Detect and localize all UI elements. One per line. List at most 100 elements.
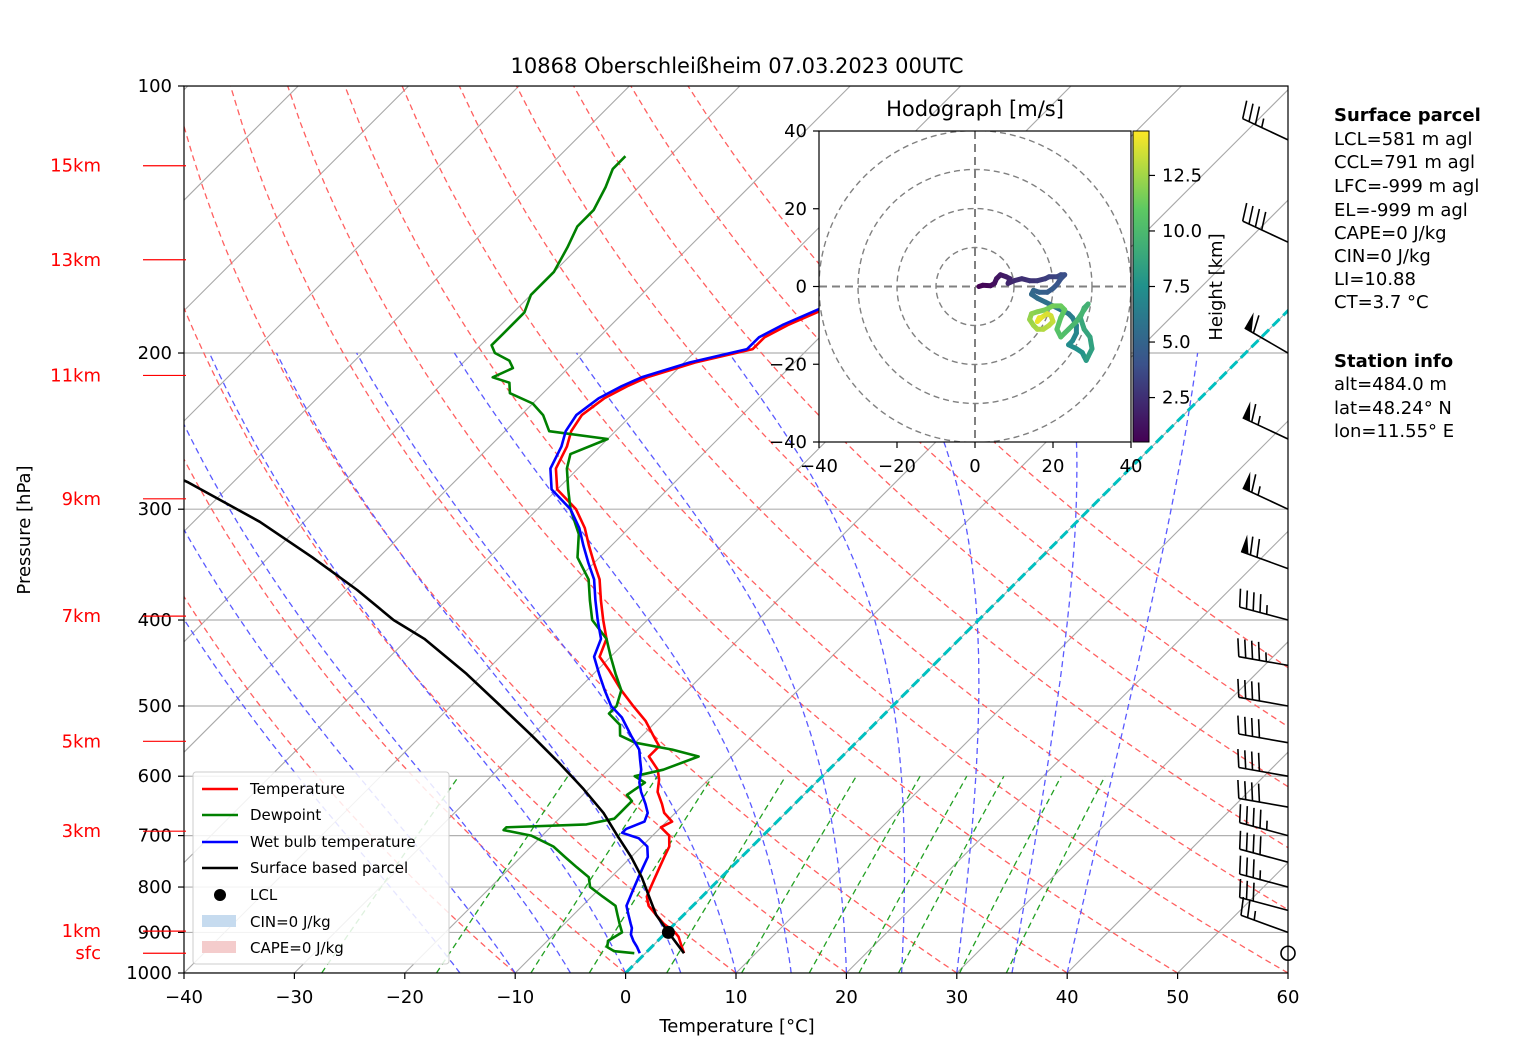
barb-full: [1238, 588, 1242, 608]
hodograph-x-tick-label: 40: [1120, 456, 1143, 477]
barb-full: [1244, 750, 1247, 769]
moist-adiabat-40: [1066, 352, 1199, 973]
barb-staff: [1242, 417, 1289, 440]
x-tick-label: 20: [835, 987, 858, 1008]
barb-full: [1257, 752, 1261, 772]
barb-full: [1237, 715, 1240, 735]
y-axis-label: Pressure [hPa]: [14, 465, 35, 594]
hodograph-x-tick-label: 0: [969, 456, 980, 477]
x-tick-label: −10: [496, 987, 534, 1008]
legend-swatch-cape: [202, 941, 236, 953]
barb-half: [1257, 486, 1261, 496]
legend-label-cape: CAPE=0 J/kg: [250, 939, 344, 957]
barb-full: [1254, 106, 1261, 125]
barb-staff: [1242, 487, 1289, 510]
y-tick-label: 500: [138, 696, 172, 717]
surface-parcel-title: Surface parcel: [1334, 105, 1481, 126]
mixing-ratio-1: [435, 775, 569, 973]
wind-barb: [1238, 804, 1289, 837]
colorbar-tick-label: 12.5: [1162, 165, 1202, 186]
x-tick-label: 50: [1166, 987, 1189, 1008]
x-tick-label: 40: [1056, 987, 1079, 1008]
x-axis-label: Temperature [°C]: [658, 1016, 814, 1037]
isotherm--70: [184, 86, 741, 643]
barb-flag: [1241, 534, 1249, 555]
barb-full: [1237, 749, 1240, 768]
lcl-point: [661, 925, 675, 939]
barb-full: [1250, 782, 1254, 801]
surface-based-parcelline: [184, 478, 686, 954]
surface-parcel-lcl: LCL=581 m agl: [1334, 129, 1473, 150]
barb-full: [1250, 474, 1257, 493]
isotherm--100: [184, 86, 409, 312]
barb-full: [1256, 538, 1261, 558]
barb-staff: [1242, 220, 1289, 243]
wind-barb: [1242, 401, 1289, 440]
barb-full: [1252, 592, 1255, 611]
y-tick-label: 1000: [126, 963, 172, 984]
wind-barb: [1242, 471, 1289, 510]
colorbar-tick-label: 2.5: [1162, 388, 1191, 409]
moist-adiabat-15: [453, 352, 792, 973]
barb-staff: [1239, 821, 1289, 837]
barb-staff: [1238, 696, 1289, 707]
station-alt: alt=484.0 m: [1334, 374, 1447, 395]
barb-full: [1250, 717, 1254, 737]
barb-full: [1252, 315, 1260, 334]
wind-barb: [1244, 312, 1289, 354]
dry-adiabat-0: [184, 457, 627, 973]
height-label: 9km: [62, 489, 101, 510]
barb-full: [1245, 880, 1249, 900]
colorbar-ticks: 2.5 5.0 7.5 10.0 12.5: [1149, 165, 1202, 409]
barb-full: [1244, 639, 1247, 658]
barb-full: [1245, 806, 1249, 825]
hodograph-y-tick-label: 0: [796, 277, 807, 298]
barb-half: [1253, 910, 1257, 921]
legend-label-lcl: LCL: [250, 886, 278, 904]
x-tick-label: 10: [725, 987, 748, 1008]
wind-barb: [1237, 638, 1289, 667]
barb-half: [1260, 118, 1265, 128]
x-tick-label: 60: [1277, 987, 1300, 1008]
mixing-ratio-8: [741, 775, 857, 973]
barb-full: [1245, 857, 1249, 876]
wind-barb: [1238, 588, 1289, 621]
y-tick-label: 600: [138, 766, 172, 787]
y-tick-label: 800: [138, 877, 172, 898]
height-label: 11km: [50, 365, 101, 386]
barb-full: [1252, 807, 1255, 827]
mixing-ratio-5: [666, 775, 787, 973]
barb-half: [1257, 415, 1261, 426]
height-label: 1km: [62, 921, 101, 942]
barb-staff: [1238, 733, 1289, 744]
barb-full: [1250, 640, 1254, 660]
hodograph-segment: [1034, 315, 1042, 324]
mixing-ratio-20: [897, 775, 1005, 973]
dry-adiabat-10: [184, 306, 737, 973]
barb-full: [1250, 403, 1257, 423]
height-label: 3km: [62, 821, 101, 842]
dry-adiabat-50: [344, 86, 1178, 973]
barb-full: [1257, 682, 1261, 702]
height-label: 5km: [62, 731, 101, 752]
hodograph: Hodograph [m/s] −40 −40 −20 −20 0 0 20 20 40 40 2…: [769, 97, 1227, 477]
surface-parcel-ccl: CCL=791 m agl: [1334, 152, 1475, 173]
moist-adiabat-25: [728, 352, 906, 973]
mixing-ratio-16: [858, 775, 968, 973]
barb-flag: [1242, 401, 1251, 422]
moist-adiabat-30: [904, 352, 980, 973]
isotherm-10: [735, 420, 1288, 973]
mixing-ratio-28: [959, 775, 1062, 973]
wind-barb: [1237, 715, 1289, 744]
surface-parcel-cape: CAPE=0 J/kg: [1334, 223, 1447, 244]
x-axis: −40 −30 −20 −10 0 10 20 30 40 50 60: [165, 973, 1299, 1008]
moist-adiabat-20: [575, 352, 848, 973]
barb-full: [1238, 830, 1242, 850]
barb-flag: [1244, 312, 1254, 332]
legend-label-wetbulb: Wet bulb temperature: [250, 833, 416, 851]
wet-bulb-temperatureline: [549, 148, 1025, 954]
barb-staff: [1238, 655, 1289, 667]
wind-barb: [1240, 534, 1289, 570]
hodograph-y-tick-label: −20: [769, 354, 807, 375]
x-tick-label: −40: [165, 987, 203, 1008]
